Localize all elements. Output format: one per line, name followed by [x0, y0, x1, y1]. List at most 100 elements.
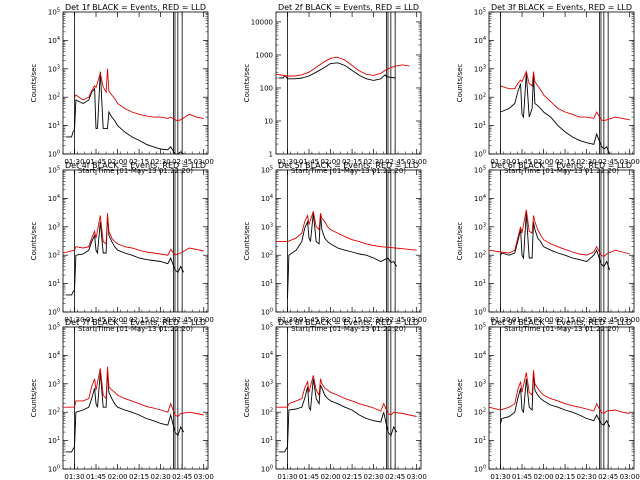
x-tick-label: 02:15	[342, 158, 362, 166]
y-tick-label: 100	[474, 308, 486, 317]
x-tick-label: 02:15	[342, 316, 362, 324]
panel-8: Det 8f BLACK = Events, RED = LLD Counts/s…	[243, 318, 427, 480]
x-tick-label: 02:00	[107, 158, 127, 166]
y-tick-label: 104	[48, 194, 60, 203]
events-series-line	[65, 370, 184, 453]
x-tick-label: 01:45	[299, 158, 319, 166]
y-axis-label: Counts/sec	[243, 379, 251, 418]
panel-title: Det 1f BLACK = Events, RED = LLD	[65, 3, 206, 12]
y-axis-label: Counts/sec	[456, 379, 464, 418]
plot-frame	[488, 11, 635, 155]
events-series-line	[65, 71, 184, 155]
panel-3: Det 3f BLACK = Events, RED = LLD Counts/s…	[456, 3, 640, 175]
y-tick-label: 102	[48, 93, 60, 102]
x-tick-label: 02:30	[364, 158, 384, 166]
x-tick-label: 01:45	[86, 316, 106, 324]
y-axis-label: Counts/sec	[456, 64, 464, 103]
panel-1: Det 1f BLACK = Events, RED = LLD Counts/s…	[30, 3, 214, 175]
x-tick-label: 01:30	[490, 158, 510, 166]
plot-frame	[62, 326, 209, 470]
x-tick-label: 01:45	[299, 316, 319, 324]
x-axis-label: Start Time (01-May-13 01:22:20)	[78, 325, 193, 333]
plot-frame	[62, 169, 209, 313]
y-tick-label: 102	[474, 251, 486, 260]
y-tick-label: 103	[48, 64, 60, 73]
y-tick-label: 100	[48, 465, 60, 474]
y-tick-label: 103	[261, 222, 273, 231]
panel-2: Det 2f BLACK = Events, RED = LLD Counts/s…	[243, 3, 427, 175]
x-tick-label: 02:00	[533, 316, 553, 324]
plot-frame	[62, 11, 209, 155]
x-tick-label: 03:00	[620, 473, 640, 480]
y-tick-label: 101	[48, 436, 60, 445]
y-tick-label: 105	[261, 323, 273, 332]
plot-frame	[275, 11, 422, 155]
y-axis-label: Counts/sec	[30, 222, 38, 261]
y-tick-label: 100	[261, 308, 273, 317]
x-tick-label: 01:30	[64, 158, 84, 166]
x-tick-label: 01:30	[64, 316, 84, 324]
panel-9: Det 9f BLACK = Events, RED = LLD Counts/s…	[456, 318, 640, 480]
x-tick-label: 03:00	[620, 316, 640, 324]
plot-frame	[488, 326, 635, 470]
x-tick-label: 02:45	[385, 473, 405, 480]
y-tick-label: 1	[269, 151, 273, 159]
y-tick-label: 100	[474, 150, 486, 159]
panel-title: Det 2f BLACK = Events, RED = LLD	[278, 3, 419, 12]
lld-series-line	[63, 366, 204, 418]
x-tick-label: 02:15	[129, 316, 149, 324]
y-tick-label: 101	[474, 436, 486, 445]
events-series-line	[278, 378, 397, 453]
y-tick-label: 104	[48, 351, 60, 360]
events-series-line	[278, 62, 396, 81]
lld-series-line	[276, 375, 417, 418]
panel-title: Det 5f BLACK = Events, RED = LLD	[278, 161, 419, 170]
x-tick-label: 01:30	[64, 473, 84, 480]
x-tick-label: 01:45	[512, 158, 532, 166]
lld-series-line	[488, 209, 630, 258]
x-tick-label: 01:30	[277, 473, 297, 480]
lld-series-line	[488, 370, 630, 415]
y-axis-label: Counts/sec	[243, 64, 251, 103]
y-tick-label: 10	[264, 117, 273, 125]
lld-series-line	[275, 56, 410, 77]
x-tick-label: 01:45	[512, 316, 532, 324]
y-tick-label: 103	[261, 379, 273, 388]
y-tick-label: 103	[48, 222, 60, 231]
panel-6: Det 6f BLACK = Events, RED = LLD Counts/s…	[456, 161, 640, 333]
panel-title: Det 8f BLACK = Events, RED = LLD	[278, 318, 419, 327]
y-tick-label: 105	[261, 166, 273, 175]
y-tick-label: 104	[261, 351, 273, 360]
x-axis-label: Start Time (01-May-13 01:22:20)	[291, 167, 406, 175]
y-tick-label: 1000	[255, 51, 273, 59]
x-tick-label: 02:00	[320, 158, 340, 166]
x-tick-label: 02:15	[555, 158, 575, 166]
y-tick-label: 104	[48, 36, 60, 45]
lld-series-line	[62, 213, 204, 256]
x-tick-label: 02:15	[555, 316, 575, 324]
x-tick-label: 02:15	[342, 473, 362, 480]
x-tick-label: 02:45	[172, 316, 192, 324]
x-tick-label: 02:30	[151, 158, 171, 166]
x-tick-label: 03:00	[407, 473, 427, 480]
panel-7: Det 7f BLACK = Events, RED = LLD Counts/s…	[30, 318, 214, 480]
x-tick-label: 01:45	[512, 473, 532, 480]
x-tick-label: 02:00	[107, 316, 127, 324]
y-tick-label: 101	[261, 436, 273, 445]
x-tick-label: 02:30	[151, 473, 171, 480]
x-tick-label: 02:15	[555, 473, 575, 480]
x-tick-label: 02:30	[577, 316, 597, 324]
x-tick-label: 02:00	[320, 316, 340, 324]
y-tick-label: 100	[48, 150, 60, 159]
x-tick-label: 03:00	[407, 158, 427, 166]
y-tick-label: 104	[474, 36, 486, 45]
y-tick-label: 101	[474, 121, 486, 130]
x-tick-label: 03:00	[620, 158, 640, 166]
x-tick-label: 01:30	[277, 158, 297, 166]
x-tick-label: 01:45	[86, 473, 106, 480]
x-tick-label: 02:30	[151, 316, 171, 324]
x-tick-label: 01:30	[490, 316, 510, 324]
y-tick-label: 102	[48, 408, 60, 417]
y-tick-label: 101	[261, 279, 273, 288]
